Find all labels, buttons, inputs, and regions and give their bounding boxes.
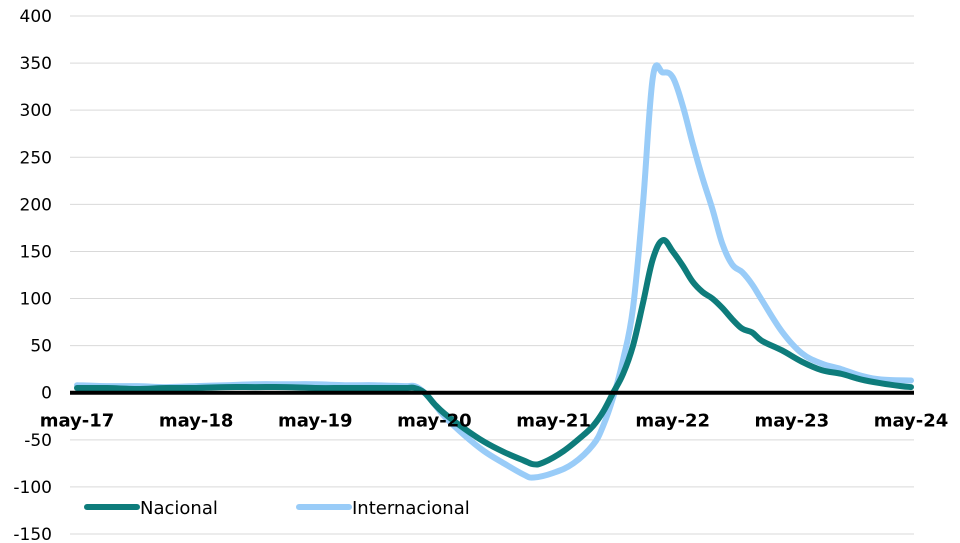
gridlines [70, 15, 914, 535]
legend-label-internacional: Internacional [352, 498, 470, 519]
series-line-internacional [74, 62, 914, 481]
x-tick-label: may-17 [40, 411, 115, 432]
y-tick-label: 50 [30, 337, 52, 357]
y-tick-label: -50 [24, 431, 52, 451]
x-tick-label: may-22 [635, 411, 710, 432]
legend-label-nacional: Nacional [140, 498, 218, 519]
y-tick-label: 400 [20, 7, 52, 27]
y-tick-label: 250 [20, 148, 52, 168]
y-tick-label: 0 [41, 384, 52, 404]
x-tick-label: may-18 [159, 411, 234, 432]
x-tick-label: may-20 [397, 411, 472, 432]
legend: Nacional Internacional [84, 498, 470, 519]
series-line-nacional [74, 237, 914, 468]
y-axis-ticks: -150 -100 -50 0 50 100 150 200 250 300 350 400 [13, 7, 52, 543]
y-tick-label: -150 [13, 525, 52, 543]
y-tick-label: 100 [20, 290, 52, 310]
y-tick-label: -100 [13, 478, 52, 498]
x-tick-label: may-21 [516, 411, 591, 432]
x-tick-label: may-23 [755, 411, 830, 432]
x-tick-label: may-19 [278, 411, 353, 432]
x-axis-ticks: may-17 may-18 may-19 may-20 may-21 may-22 may-… [40, 411, 949, 432]
y-tick-label: 350 [20, 54, 52, 74]
y-tick-label: 200 [20, 195, 52, 215]
y-tick-label: 300 [20, 101, 52, 121]
y-tick-label: 150 [20, 242, 52, 262]
x-tick-label: may-24 [874, 411, 949, 432]
series-lines [74, 62, 914, 481]
